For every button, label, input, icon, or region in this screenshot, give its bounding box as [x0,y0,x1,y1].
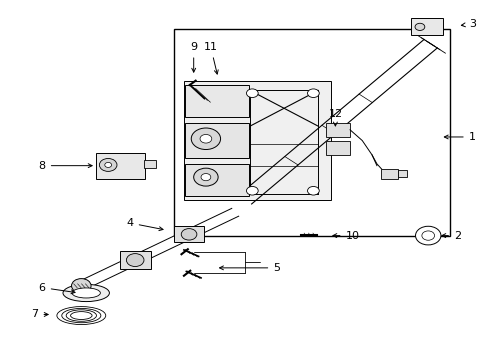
Bar [326,123,350,137]
Text: 12: 12 [328,109,343,126]
Bar [184,81,331,200]
Circle shape [200,134,212,143]
Text: 2: 2 [442,231,461,240]
Bar [185,123,249,158]
Bar [96,153,145,179]
Text: 7: 7 [31,310,48,319]
Bar [120,251,151,269]
Circle shape [416,226,441,245]
Bar [381,168,398,179]
Circle shape [308,89,319,98]
Circle shape [194,168,218,186]
Circle shape [105,162,112,167]
Bar [144,160,156,168]
Bar [398,170,407,177]
Text: 11: 11 [204,42,218,74]
Text: 3: 3 [462,19,476,29]
Circle shape [201,174,211,181]
Ellipse shape [72,288,100,298]
Bar [185,164,249,196]
Circle shape [99,158,117,171]
Bar [174,30,450,235]
Text: 6: 6 [39,283,75,294]
Circle shape [415,23,425,31]
Ellipse shape [63,284,109,302]
Text: 4: 4 [126,218,163,231]
Text: 8: 8 [39,161,92,171]
Bar [174,226,204,242]
Text: 5: 5 [220,263,280,273]
Bar [185,85,249,117]
Circle shape [308,186,319,195]
Circle shape [246,186,258,195]
Circle shape [72,279,91,293]
Circle shape [422,231,435,240]
Text: 9: 9 [190,42,197,72]
Bar [326,140,350,155]
Bar [411,18,443,35]
Circle shape [181,229,197,240]
Circle shape [126,253,144,266]
Text: 10: 10 [333,231,360,240]
Circle shape [246,89,258,98]
Text: 1: 1 [444,132,476,142]
Circle shape [191,128,220,149]
